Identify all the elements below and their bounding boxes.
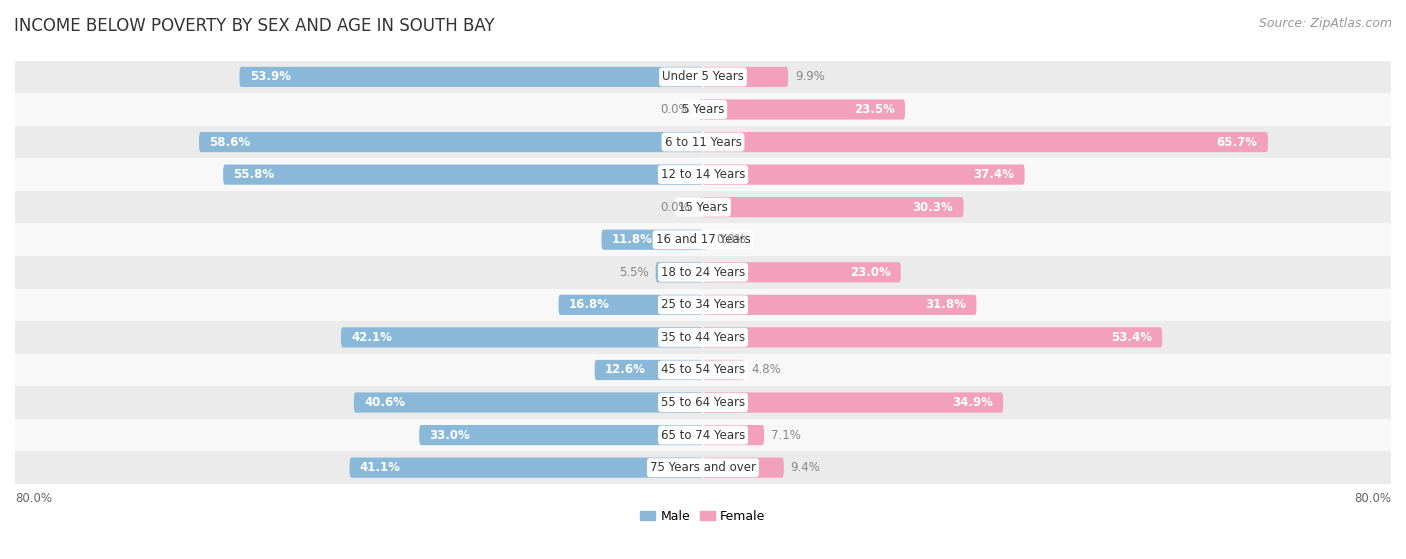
- Text: 75 Years and over: 75 Years and over: [650, 461, 756, 474]
- Text: 0.0%: 0.0%: [716, 233, 745, 246]
- Text: 55.8%: 55.8%: [233, 168, 274, 181]
- Bar: [15, 288, 1391, 321]
- FancyBboxPatch shape: [703, 197, 963, 217]
- Text: Source: ZipAtlas.com: Source: ZipAtlas.com: [1258, 17, 1392, 30]
- Text: 45 to 54 Years: 45 to 54 Years: [661, 363, 745, 376]
- Legend: Male, Female: Male, Female: [636, 505, 770, 528]
- Text: 16 and 17 Years: 16 and 17 Years: [655, 233, 751, 246]
- FancyBboxPatch shape: [703, 295, 977, 315]
- Text: 33.0%: 33.0%: [429, 429, 470, 442]
- FancyBboxPatch shape: [558, 295, 703, 315]
- Text: 5 Years: 5 Years: [682, 103, 724, 116]
- Bar: [15, 191, 1391, 224]
- Bar: [15, 419, 1391, 451]
- Text: 42.1%: 42.1%: [352, 331, 392, 344]
- Text: 41.1%: 41.1%: [360, 461, 401, 474]
- Text: 80.0%: 80.0%: [15, 492, 52, 505]
- Text: 5.5%: 5.5%: [619, 266, 648, 279]
- Bar: [15, 126, 1391, 158]
- FancyBboxPatch shape: [703, 164, 1025, 184]
- FancyBboxPatch shape: [703, 132, 1268, 152]
- Bar: [15, 158, 1391, 191]
- Bar: [15, 451, 1391, 484]
- Text: 55 to 64 Years: 55 to 64 Years: [661, 396, 745, 409]
- Text: 9.9%: 9.9%: [794, 70, 825, 83]
- Bar: [15, 321, 1391, 354]
- FancyBboxPatch shape: [419, 425, 703, 445]
- Text: 15 Years: 15 Years: [678, 201, 728, 214]
- FancyBboxPatch shape: [703, 425, 763, 445]
- Text: INCOME BELOW POVERTY BY SEX AND AGE IN SOUTH BAY: INCOME BELOW POVERTY BY SEX AND AGE IN S…: [14, 17, 495, 35]
- Text: 0.0%: 0.0%: [661, 201, 690, 214]
- Bar: [15, 60, 1391, 93]
- FancyBboxPatch shape: [703, 262, 901, 282]
- Text: 18 to 24 Years: 18 to 24 Years: [661, 266, 745, 279]
- Text: 9.4%: 9.4%: [790, 461, 821, 474]
- Bar: [700, 197, 703, 217]
- Bar: [15, 256, 1391, 288]
- FancyBboxPatch shape: [602, 230, 703, 250]
- FancyBboxPatch shape: [350, 458, 703, 478]
- Bar: [15, 386, 1391, 419]
- Text: 31.8%: 31.8%: [925, 299, 966, 311]
- Text: 80.0%: 80.0%: [1354, 492, 1391, 505]
- FancyBboxPatch shape: [703, 360, 744, 380]
- Text: 25 to 34 Years: 25 to 34 Years: [661, 299, 745, 311]
- Bar: [15, 354, 1391, 386]
- Text: 40.6%: 40.6%: [364, 396, 405, 409]
- Text: 30.3%: 30.3%: [912, 201, 953, 214]
- FancyBboxPatch shape: [239, 67, 703, 87]
- Text: 4.8%: 4.8%: [751, 363, 780, 376]
- FancyBboxPatch shape: [354, 392, 703, 413]
- Text: 34.9%: 34.9%: [952, 396, 993, 409]
- FancyBboxPatch shape: [595, 360, 703, 380]
- FancyBboxPatch shape: [655, 262, 703, 282]
- FancyBboxPatch shape: [340, 328, 703, 348]
- Text: Under 5 Years: Under 5 Years: [662, 70, 744, 83]
- Text: 7.1%: 7.1%: [770, 429, 801, 442]
- FancyBboxPatch shape: [703, 328, 1163, 348]
- Text: 65 to 74 Years: 65 to 74 Years: [661, 429, 745, 442]
- Bar: [703, 230, 706, 250]
- Text: 6 to 11 Years: 6 to 11 Years: [665, 135, 741, 149]
- Text: 11.8%: 11.8%: [612, 233, 652, 246]
- Text: 37.4%: 37.4%: [973, 168, 1014, 181]
- Text: 53.4%: 53.4%: [1111, 331, 1152, 344]
- FancyBboxPatch shape: [703, 458, 783, 478]
- Text: 23.5%: 23.5%: [853, 103, 894, 116]
- Text: 12.6%: 12.6%: [605, 363, 645, 376]
- FancyBboxPatch shape: [224, 164, 703, 184]
- Bar: [15, 224, 1391, 256]
- Text: 12 to 14 Years: 12 to 14 Years: [661, 168, 745, 181]
- Text: 23.0%: 23.0%: [849, 266, 890, 279]
- FancyBboxPatch shape: [703, 67, 789, 87]
- FancyBboxPatch shape: [703, 392, 1002, 413]
- FancyBboxPatch shape: [703, 100, 905, 120]
- Text: 35 to 44 Years: 35 to 44 Years: [661, 331, 745, 344]
- Text: 58.6%: 58.6%: [209, 135, 250, 149]
- Text: 53.9%: 53.9%: [250, 70, 291, 83]
- Text: 16.8%: 16.8%: [569, 299, 610, 311]
- FancyBboxPatch shape: [200, 132, 703, 152]
- Text: 65.7%: 65.7%: [1216, 135, 1258, 149]
- Text: 0.0%: 0.0%: [661, 103, 690, 116]
- Bar: [700, 100, 703, 120]
- Bar: [15, 93, 1391, 126]
